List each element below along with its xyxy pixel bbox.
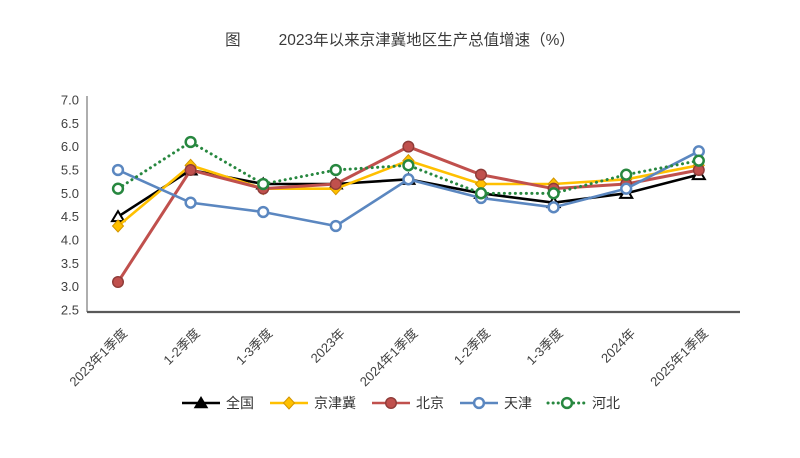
legend-marker-icon [560,396,574,410]
legend-swatch [546,396,588,410]
legend-label: 河北 [592,395,620,411]
filled-circle-marker [329,177,342,190]
open-circle-marker [692,154,705,167]
legend-label: 全国 [226,395,254,411]
y-tick-label: 3.5 [61,256,79,271]
x-tick-label: 1-2季度 [160,326,202,368]
x-tick-label: 2024年 [598,326,638,366]
diamond-marker [111,219,125,233]
legend-item-天津: 天津 [458,393,532,413]
filled-circle-marker [111,276,124,289]
chart-title: 图 2023年以来京津冀地区生产总值增速（%） [0,28,800,50]
legend-swatch [372,396,410,410]
open-circle-marker [547,187,560,200]
legend-swatch [270,396,308,410]
x-tick-label: 1-2季度 [451,326,493,368]
x-tick-label: 2023年1季度 [66,326,130,390]
x-tick-label: 2023年 [308,326,348,366]
series-line-河北 [116,140,701,195]
open-circle-marker [111,163,125,177]
legend-swatch [460,396,498,410]
open-circle-marker [474,187,488,200]
legend-label: 京津冀 [314,395,356,411]
x-tick-label: 2024年1季度 [357,326,421,390]
legend-label: 天津 [504,395,532,411]
legend-item-河北: 河北 [546,393,620,413]
legend-item-京津冀: 京津冀 [268,393,356,413]
open-circle-marker [620,168,633,181]
open-circle-marker [329,219,342,233]
x-tick-label: 2025年1季度 [647,326,711,390]
y-tick-label: 4.0 [61,233,79,248]
y-tick-label: 5.5 [61,163,79,178]
x-tick-label: 1-3季度 [523,326,565,368]
legend-item-全国: 全国 [180,393,254,413]
chart-legend: 全国 京津冀 北京 天津 河北 [0,393,800,413]
y-tick-label: 3.0 [61,279,79,294]
open-circle-marker [620,182,633,195]
filled-circle-marker [475,168,488,181]
open-circle-marker [402,173,415,186]
legend-marker-icon [384,396,398,410]
y-tick-label: 5.0 [61,186,79,201]
y-tick-label: 6.0 [61,139,79,154]
y-tick-label: 6.5 [61,116,79,131]
legend-swatch [182,396,220,409]
chart-title-prefix: 图 [225,32,241,49]
y-tick-label: 7.0 [61,93,79,108]
chart-title-text: 2023年以来京津冀地区生产总值增速（%） [278,32,575,49]
open-circle-marker [329,163,342,177]
y-tick-label: 4.5 [61,209,79,224]
legend-item-北京: 北京 [370,393,444,413]
legend-marker-icon [282,396,296,410]
legend-label: 北京 [416,395,444,411]
open-circle-marker [257,177,270,191]
x-tick-label: 1-3季度 [233,326,275,368]
open-circle-marker [111,182,125,195]
open-circle-marker [184,135,197,149]
open-circle-marker [402,159,415,172]
y-tick-label: 2.5 [61,303,79,318]
filled-circle-marker [184,163,197,176]
legend-marker-icon [472,396,486,410]
legend-marker-icon [193,396,209,409]
open-circle-marker [184,196,197,209]
open-circle-marker [257,205,270,219]
open-circle-marker [547,201,560,214]
filled-circle-marker [402,140,415,153]
